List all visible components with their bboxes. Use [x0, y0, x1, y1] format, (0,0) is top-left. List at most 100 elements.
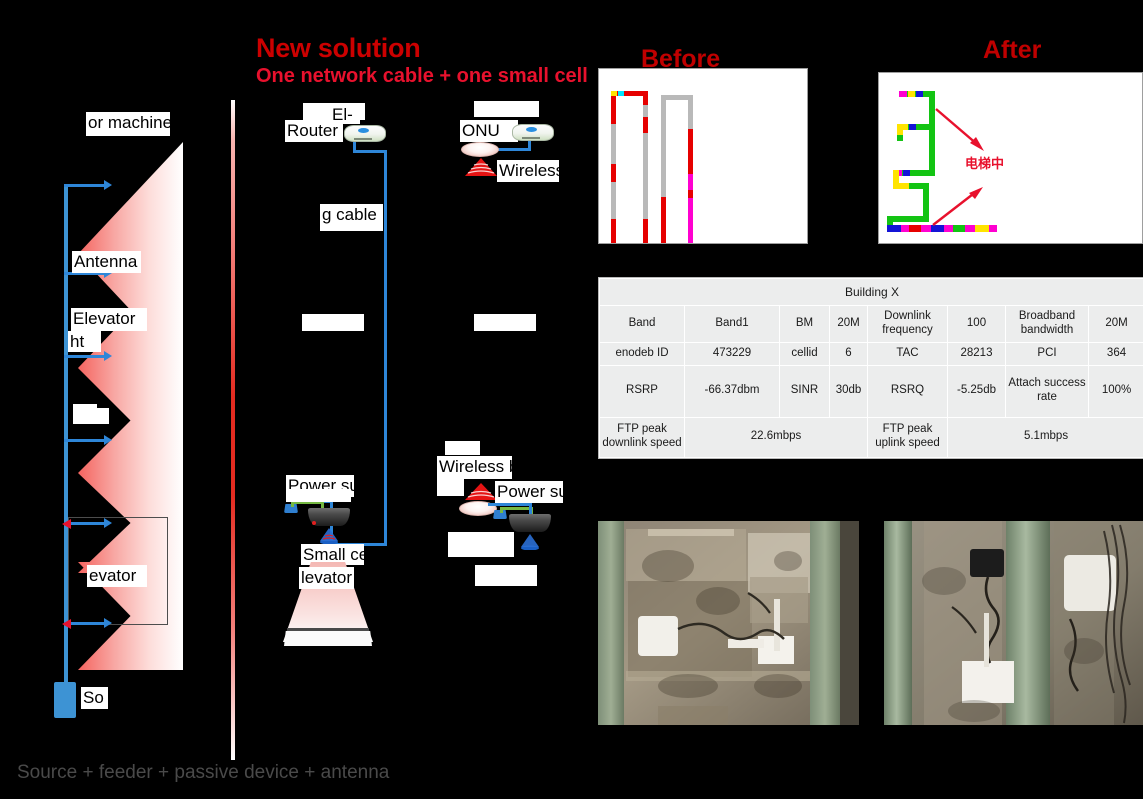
table-cell: 364 — [1087, 341, 1143, 366]
table-cell: 6 — [829, 341, 868, 366]
route-segment — [887, 225, 901, 232]
antenna-tap-arrow — [64, 439, 106, 442]
table-cell: PCI — [1005, 341, 1089, 366]
label-machine-room: or machine — [86, 112, 170, 136]
redaction-box — [302, 314, 364, 331]
wifi-signal-icon — [465, 483, 497, 500]
power-supply-right-icon — [493, 510, 507, 519]
label-antenna: Antenna — [72, 251, 141, 273]
network-cable — [384, 150, 387, 546]
elevator-floor-line — [287, 628, 369, 631]
route-segment — [897, 124, 903, 136]
label-elevator-shaft-2: ht — [68, 331, 101, 352]
route-segment — [643, 219, 648, 243]
table-cell: 20M — [829, 305, 868, 343]
router-device — [344, 125, 386, 142]
small-cell-signal-icon — [521, 534, 539, 550]
small-cell-signal-icon — [320, 528, 338, 544]
table-cell: FTP peak uplink speed — [867, 416, 948, 458]
antenna-tap-arrow-red — [62, 519, 71, 529]
antenna-tap-arrow-red — [62, 619, 71, 629]
onu-led-icon — [526, 127, 537, 132]
table-cell: 100 — [947, 305, 1006, 343]
table-cell: BM — [779, 305, 830, 343]
photo-before-installation[interactable] — [598, 521, 859, 725]
redaction-box — [475, 565, 537, 586]
antenna-tap-arrow-head — [104, 180, 112, 190]
redaction-box — [286, 489, 351, 502]
table-cell: 20M — [1087, 305, 1143, 343]
divider-tick — [227, 208, 231, 217]
metrics-table-wrapper: Building X Band Band1 BM 20M Downlink fr… — [598, 277, 1143, 459]
power-supply-left-icon — [284, 504, 298, 513]
route-segment — [611, 91, 617, 96]
table-cell: SINR — [779, 364, 830, 418]
table-cell: Band1 — [684, 305, 780, 343]
network-cable — [353, 150, 387, 153]
label-router: Router — [285, 120, 343, 142]
photo-after-content — [884, 521, 1143, 725]
label-elevator-left: levator — [299, 567, 354, 589]
route-segment — [923, 183, 929, 221]
table-cell: -66.37dbm — [684, 364, 780, 418]
redaction-box — [474, 314, 536, 331]
antenna-tap-arrow-head — [104, 351, 112, 361]
metrics-table: Building X Band Band1 BM 20M Downlink fr… — [598, 277, 1143, 458]
route-segment — [618, 91, 624, 96]
elevator-shaft-outline — [68, 517, 168, 625]
table-row: RSRP -66.37dbm SINR 30db RSRQ -5.25db At… — [599, 364, 1143, 418]
table-cell: FTP peak downlink speed — [599, 416, 685, 458]
route-segment — [916, 91, 923, 97]
route-segment — [611, 96, 616, 124]
wireless-bridge-dome — [459, 501, 497, 516]
antenna-tap-arrow-head — [104, 268, 112, 278]
route-segment — [908, 91, 915, 97]
route-segment — [909, 183, 929, 189]
power-cable-left — [321, 501, 324, 510]
photo-after-installation[interactable] — [884, 521, 1143, 725]
label-onu: ONU — [460, 120, 518, 142]
route-segment — [643, 117, 648, 133]
table-cell: RSRP — [599, 364, 685, 418]
before-drive-test-screenshot[interactable]: -Parameter-RSRPx <= -110-110 < x <= -105… — [598, 68, 808, 244]
route-segment — [897, 135, 903, 141]
footer-caption: Source + feeder + passive device + anten… — [17, 762, 390, 783]
table-cell: Downlink frequency — [867, 305, 948, 343]
power-cable-left — [291, 501, 323, 504]
route-segment — [688, 198, 693, 243]
route-segment — [903, 170, 910, 176]
antenna-tap-arrow — [64, 522, 106, 525]
label-elevator-shaft: Elevator — [71, 308, 147, 331]
table-cell: enodeb ID — [599, 341, 685, 366]
table-cell: TAC — [867, 341, 948, 366]
table-row: FTP peak downlink speed 22.6mbps FTP pea… — [599, 416, 1143, 458]
table-cell: -5.25db — [947, 364, 1006, 418]
after-annotation-label: 电梯中 — [965, 156, 1005, 171]
label-source: So — [81, 687, 108, 709]
table-cell: 28213 — [947, 341, 1006, 366]
onu-network-cable — [528, 141, 531, 149]
table-cell: RSRQ — [867, 364, 948, 418]
antenna-tap-arrow — [64, 622, 106, 625]
route-segment — [611, 219, 616, 243]
route-segment — [887, 216, 893, 230]
feeder-cable — [64, 185, 68, 685]
route-segment — [688, 129, 693, 174]
network-cable — [353, 142, 356, 150]
after-drive-test-screenshot[interactable]: 电梯中 -Parameter-RSRPx <= -110-110 < x <= … — [878, 72, 1143, 244]
antenna-tap-arrow — [64, 272, 106, 275]
wireless-ap-dome — [461, 142, 499, 157]
route-segment — [611, 164, 616, 182]
route-segment — [893, 170, 935, 176]
table-cell: 30db — [829, 364, 868, 418]
annotation-arrow-icon — [935, 108, 984, 151]
route-segment — [975, 225, 989, 232]
power-cable-right — [500, 507, 503, 513]
antenna-tap-arrow — [64, 184, 106, 187]
label-small-cell-left: Small cel — [301, 544, 364, 565]
route-segment — [661, 95, 693, 100]
small-cell-left-led — [312, 521, 316, 525]
redaction-box — [437, 477, 464, 496]
route-segment — [887, 216, 929, 222]
label-elevator-machine-room: El- — [330, 104, 360, 124]
